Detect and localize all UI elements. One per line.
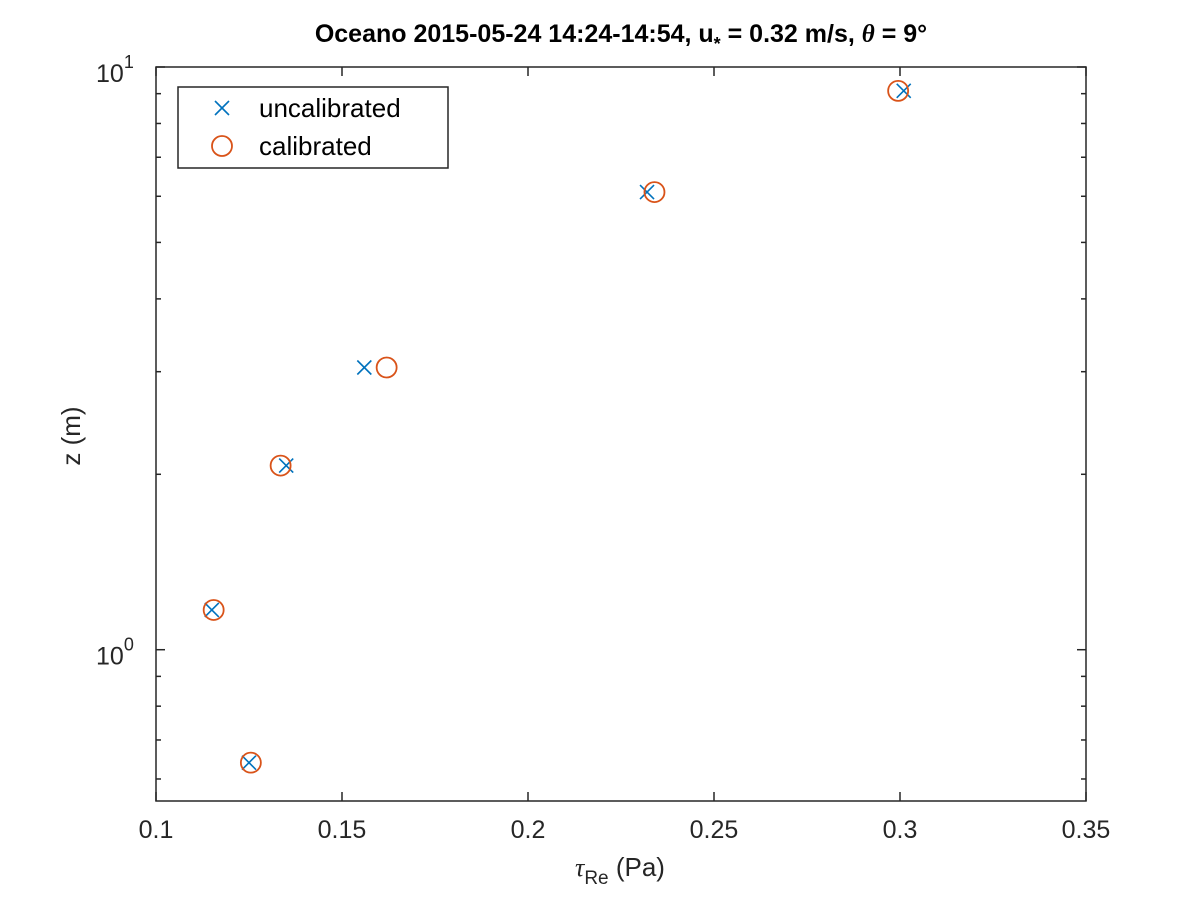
x-tick-label: 0.15	[318, 816, 367, 844]
data-point-calibrated	[887, 79, 910, 102]
title-prefix: Oceano 2015-05-24 14:24-14:54, u	[315, 20, 714, 48]
x-tick-label: 0.35	[1062, 816, 1111, 844]
legend-circle-marker-icon	[211, 135, 233, 157]
title-suffix: = 9°	[875, 20, 927, 48]
y-tick-label: 101	[96, 52, 134, 88]
data-point-calibrated	[269, 454, 292, 477]
data-point-uncalibrated	[639, 184, 655, 200]
x-tick-label: 0.25	[690, 816, 739, 844]
x-tick-label: 0.1	[139, 816, 174, 844]
x-tick-label: 0.3	[883, 816, 918, 844]
legend-x-marker-icon	[214, 100, 230, 116]
tick-labels-layer: 0.1 0.15 0.2 0.25 0.3 0.35 100 101	[96, 52, 1110, 844]
x-axis-label-subscript: Re	[584, 868, 608, 889]
legend-label-calibrated: calibrated	[259, 131, 372, 161]
legend-label-uncalibrated: uncalibrated	[259, 93, 401, 123]
data-point-uncalibrated	[204, 602, 220, 618]
data-point-uncalibrated	[241, 755, 257, 771]
data-point-uncalibrated	[278, 458, 294, 474]
data-point-calibrated	[239, 751, 262, 774]
data-point-calibrated	[202, 599, 225, 621]
title-theta-symbol: θ	[862, 21, 875, 48]
x-axis-label-symbol: τ	[575, 853, 586, 882]
data-point-calibrated	[375, 356, 398, 379]
axes-box	[155, 66, 1087, 802]
plot-area	[156, 67, 1086, 801]
data-marks-layer	[202, 79, 912, 774]
y-tick-label: 100	[96, 635, 134, 671]
chart-title: Oceano 2015-05-24 14:24-14:54, u* = 0.32…	[315, 20, 927, 54]
x-axis-label-unit: (Pa)	[609, 852, 665, 882]
x-axis-label: τRe (Pa)	[575, 852, 665, 889]
data-point-uncalibrated	[356, 359, 372, 376]
legend: uncalibrated calibrated	[177, 86, 449, 169]
data-point-calibrated	[643, 181, 666, 203]
data-point-uncalibrated	[896, 83, 912, 99]
x-tick-label: 0.2	[511, 816, 546, 844]
title-ustar-subscript: *	[714, 34, 721, 54]
y-axis-label: z (m)	[56, 406, 86, 465]
legend-box	[177, 86, 449, 169]
title-middle: = 0.32 m/s,	[721, 20, 862, 48]
